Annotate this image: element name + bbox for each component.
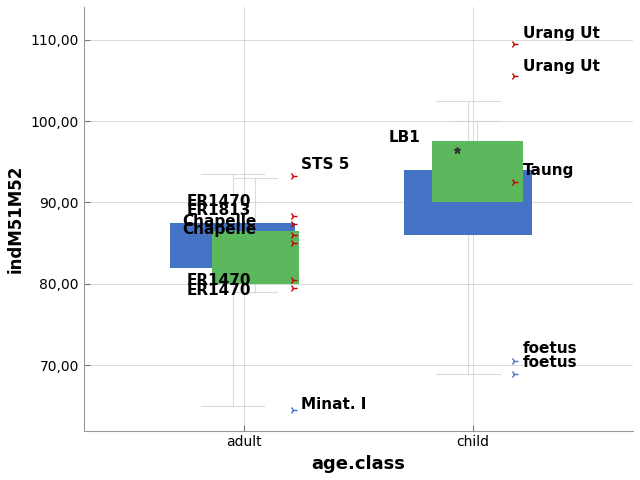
Text: Minat. I: Minat. I (301, 397, 367, 412)
Text: Taung: Taung (523, 163, 575, 178)
Text: ER1470: ER1470 (187, 283, 252, 298)
Text: ER1470: ER1470 (187, 194, 252, 209)
Bar (404, 170, 532, 235)
Text: Chapelle: Chapelle (182, 222, 257, 237)
X-axis label: age.class: age.class (312, 455, 405, 473)
Text: foetus: foetus (523, 355, 578, 370)
Bar (431, 142, 523, 203)
Text: ER1813: ER1813 (187, 203, 251, 218)
Bar (170, 223, 296, 268)
Text: LB1: LB1 (388, 131, 420, 145)
Text: Chapelle: Chapelle (182, 214, 257, 228)
Y-axis label: indM51M52: indM51M52 (7, 165, 25, 273)
Text: Urang Ut: Urang Ut (523, 26, 600, 41)
Text: STS 5: STS 5 (301, 156, 349, 171)
Bar (212, 231, 299, 284)
Text: ER1470: ER1470 (187, 273, 252, 288)
Text: Urang Ut: Urang Ut (523, 59, 600, 74)
Text: foetus: foetus (523, 341, 578, 356)
